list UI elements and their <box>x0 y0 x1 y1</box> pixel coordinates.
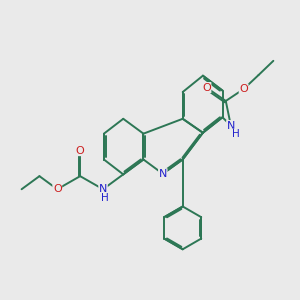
Text: O: O <box>239 84 248 94</box>
Text: N: N <box>99 184 107 194</box>
Text: O: O <box>53 184 62 194</box>
Text: O: O <box>202 82 211 93</box>
Text: H: H <box>100 193 108 203</box>
Text: N: N <box>159 169 167 179</box>
Text: N: N <box>227 121 235 130</box>
Text: O: O <box>76 146 85 156</box>
Text: H: H <box>232 129 240 139</box>
